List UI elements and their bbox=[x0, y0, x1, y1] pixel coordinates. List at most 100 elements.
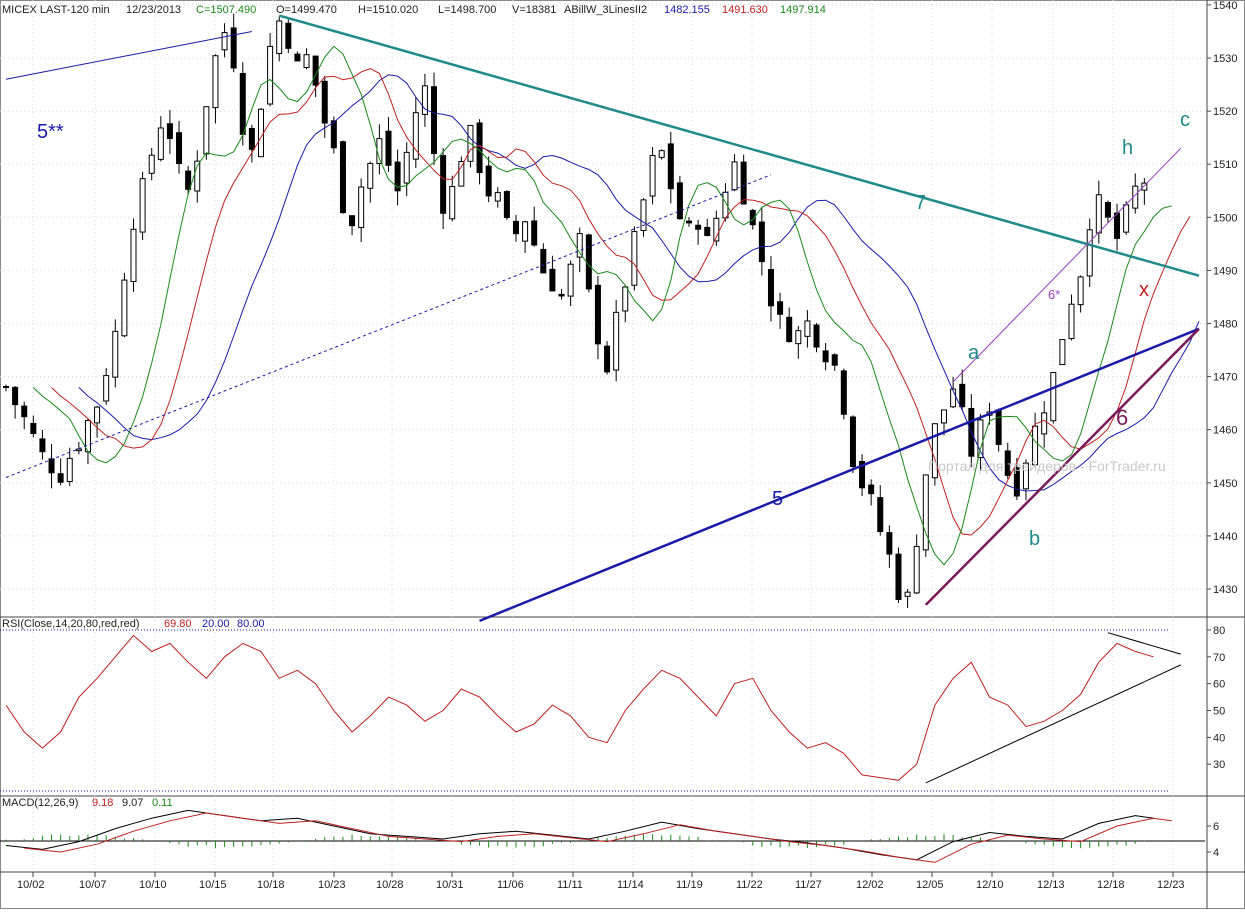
candle bbox=[394, 149, 401, 206]
candle bbox=[212, 54, 219, 124]
candle-body bbox=[1114, 212, 1121, 239]
candle-body bbox=[1141, 182, 1148, 191]
candle-body bbox=[12, 386, 19, 406]
candle bbox=[431, 72, 438, 166]
rsi-value-1: 69.80 bbox=[164, 618, 192, 630]
candle bbox=[913, 534, 920, 594]
candle bbox=[1013, 457, 1020, 500]
candle-body bbox=[913, 545, 920, 594]
candle-body bbox=[1013, 467, 1020, 497]
rsi-trendline bbox=[925, 664, 1181, 784]
candle-body bbox=[1077, 276, 1084, 306]
candle-body bbox=[695, 224, 702, 230]
candle-body bbox=[121, 279, 128, 337]
ma-green-line bbox=[32, 45, 1172, 566]
time-tick-label: 12/10 bbox=[976, 879, 1004, 891]
macd-tick-label: 6 bbox=[1213, 821, 1219, 833]
candle bbox=[239, 62, 246, 146]
header-low: L=1498.700 bbox=[438, 4, 496, 16]
candle-body bbox=[713, 217, 720, 242]
candle bbox=[713, 210, 720, 246]
candle-body bbox=[1086, 229, 1093, 277]
axis-labels: 1430 1440 1450 1460 1470 1480 1490 1500 1510 1520… bbox=[17, 0, 1237, 891]
candle-body bbox=[658, 150, 665, 158]
price-tick-label: 1460 bbox=[1213, 425, 1237, 437]
candle-body bbox=[176, 132, 183, 164]
candle-body bbox=[613, 311, 620, 371]
price-tick-label: 1510 bbox=[1213, 159, 1237, 171]
time-tick-label: 10/18 bbox=[257, 879, 285, 891]
candle bbox=[959, 369, 966, 411]
candle-body bbox=[840, 370, 847, 415]
candle-body bbox=[1068, 303, 1075, 340]
candle bbox=[886, 525, 893, 568]
candle bbox=[667, 131, 674, 204]
candle bbox=[467, 124, 474, 168]
candle bbox=[139, 171, 146, 240]
candle bbox=[777, 292, 784, 329]
candle-body bbox=[531, 220, 538, 246]
price-tick-label: 1520 bbox=[1213, 106, 1237, 118]
candle-body bbox=[94, 406, 101, 424]
rsi-panel bbox=[0, 629, 1181, 792]
candle bbox=[494, 187, 501, 208]
candle bbox=[203, 106, 210, 160]
candle bbox=[57, 458, 64, 486]
macd-line bbox=[5, 809, 1154, 861]
candle-body bbox=[849, 416, 856, 468]
rsi-tick-label: 70 bbox=[1213, 652, 1225, 664]
candle-body bbox=[786, 316, 793, 343]
candle bbox=[622, 284, 629, 323]
candle bbox=[485, 156, 492, 203]
candle-body bbox=[640, 199, 647, 232]
candle-body bbox=[822, 350, 829, 363]
candle bbox=[1004, 442, 1011, 480]
candle-body bbox=[1123, 204, 1130, 233]
rsi-tick-label: 80 bbox=[1213, 625, 1225, 637]
price-tick-label: 1450 bbox=[1213, 478, 1237, 490]
candle-body bbox=[449, 186, 456, 220]
time-tick-label: 10/02 bbox=[17, 879, 45, 891]
candle bbox=[440, 148, 447, 230]
time-tick-label: 10/28 bbox=[376, 879, 404, 891]
candle-body bbox=[276, 20, 283, 55]
candle-body bbox=[330, 120, 337, 149]
annotation-h: h bbox=[1122, 137, 1133, 159]
candle bbox=[1059, 339, 1066, 366]
candle bbox=[185, 165, 192, 195]
candle bbox=[522, 220, 529, 253]
candle bbox=[1086, 218, 1093, 287]
candle bbox=[813, 323, 820, 353]
candle bbox=[48, 443, 55, 489]
rsi-value-2: 20.00 bbox=[202, 618, 230, 630]
macd-value-1: 9.18 bbox=[92, 797, 113, 809]
candle-body bbox=[39, 438, 46, 453]
candle-body bbox=[831, 354, 838, 366]
candle-body bbox=[767, 268, 774, 307]
header-date: 12/23/2013 bbox=[126, 4, 181, 16]
candle bbox=[248, 124, 255, 163]
candle bbox=[148, 148, 155, 181]
candle bbox=[977, 413, 984, 471]
candle bbox=[412, 97, 419, 168]
candle bbox=[121, 272, 128, 338]
candle-body bbox=[522, 221, 529, 242]
candle-body bbox=[157, 127, 164, 160]
annotation-x: x bbox=[1139, 279, 1149, 301]
rsi-tick-label: 60 bbox=[1213, 679, 1225, 691]
candle bbox=[931, 423, 938, 486]
candle-body bbox=[931, 423, 938, 479]
candle bbox=[1050, 372, 1057, 424]
candle-body bbox=[567, 263, 574, 297]
candle bbox=[594, 275, 601, 360]
candle-body bbox=[503, 191, 510, 218]
candle bbox=[904, 588, 911, 608]
candle bbox=[640, 197, 647, 237]
candle bbox=[157, 116, 164, 162]
candle bbox=[1141, 178, 1148, 205]
candle-body bbox=[130, 228, 137, 282]
time-tick-label: 12/18 bbox=[1097, 879, 1125, 891]
macd-panel bbox=[0, 809, 1205, 863]
header-symbol: MICEX LAST-120 min bbox=[2, 4, 110, 16]
time-tick-label: 11/14 bbox=[617, 879, 644, 891]
